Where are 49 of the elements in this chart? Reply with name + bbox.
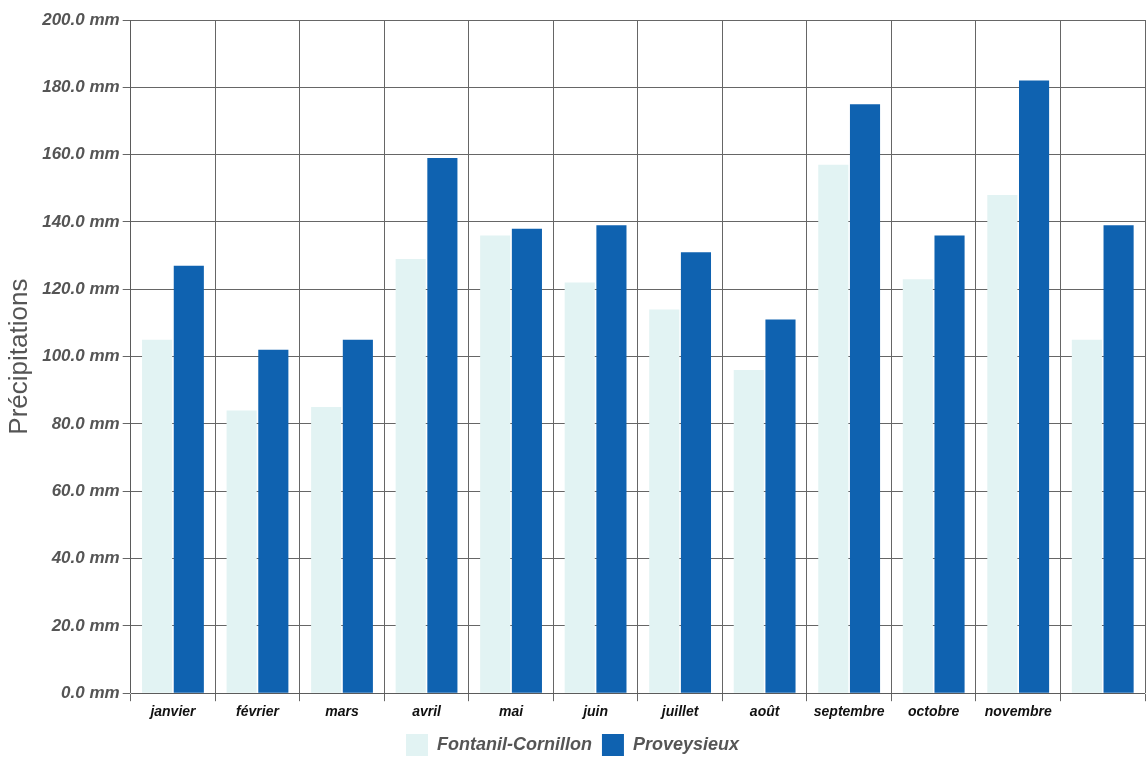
bar [258, 349, 289, 693]
y-tick-label: 160.0 mm [42, 144, 120, 164]
bar [342, 339, 373, 693]
y-tick-label: 0.0 mm [61, 682, 120, 702]
bar [480, 235, 511, 693]
bar [733, 370, 764, 693]
y-tick-label: 20.0 mm [50, 615, 120, 635]
y-axis-title: Précipitations [2, 278, 33, 435]
bar [226, 410, 257, 693]
x-tick-label: juin [581, 703, 609, 720]
bar [564, 282, 595, 693]
y-tick-label: 200.0 mm [41, 9, 120, 29]
bar [596, 225, 627, 693]
x-tick-label: mai [499, 703, 525, 720]
bar [818, 164, 849, 693]
legend-label: Proveysieux [632, 733, 741, 754]
bar [934, 235, 965, 693]
bar [849, 104, 881, 693]
bar [649, 309, 680, 693]
x-tick-label: février [236, 703, 281, 720]
bar [680, 252, 712, 693]
bar [427, 158, 458, 693]
x-tick-label: août [749, 703, 781, 720]
bar [1019, 80, 1050, 693]
y-tick-label: 40.0 mm [50, 548, 120, 568]
x-tick-label: juillet [659, 703, 700, 720]
y-tick-label: 100.0 mm [42, 346, 120, 366]
y-tick-label: 140.0 mm [42, 211, 120, 231]
bar [1071, 339, 1102, 693]
bar [987, 195, 1018, 693]
bar [765, 319, 796, 693]
bar [395, 258, 426, 693]
x-tick-label: septembre [813, 703, 885, 720]
bar [142, 339, 173, 693]
bar [173, 265, 204, 693]
bar [511, 228, 542, 693]
x-tick-label: octobre [908, 703, 960, 720]
x-tick-label: mars [325, 703, 359, 720]
x-tick-label: janvier [148, 703, 198, 720]
x-tick-label: avril [412, 703, 443, 720]
x-tick-label: novembre [984, 703, 1052, 720]
y-tick-label: 180.0 mm [42, 77, 120, 97]
bar [1103, 225, 1134, 693]
y-tick-label: 80.0 mm [51, 413, 120, 433]
bar [311, 407, 342, 693]
legend-label: Fontanil-Cornillon [436, 733, 592, 754]
y-tick-label: 60.0 mm [51, 480, 120, 500]
y-tick-label: 120.0 mm [42, 278, 120, 298]
bar [902, 279, 933, 693]
